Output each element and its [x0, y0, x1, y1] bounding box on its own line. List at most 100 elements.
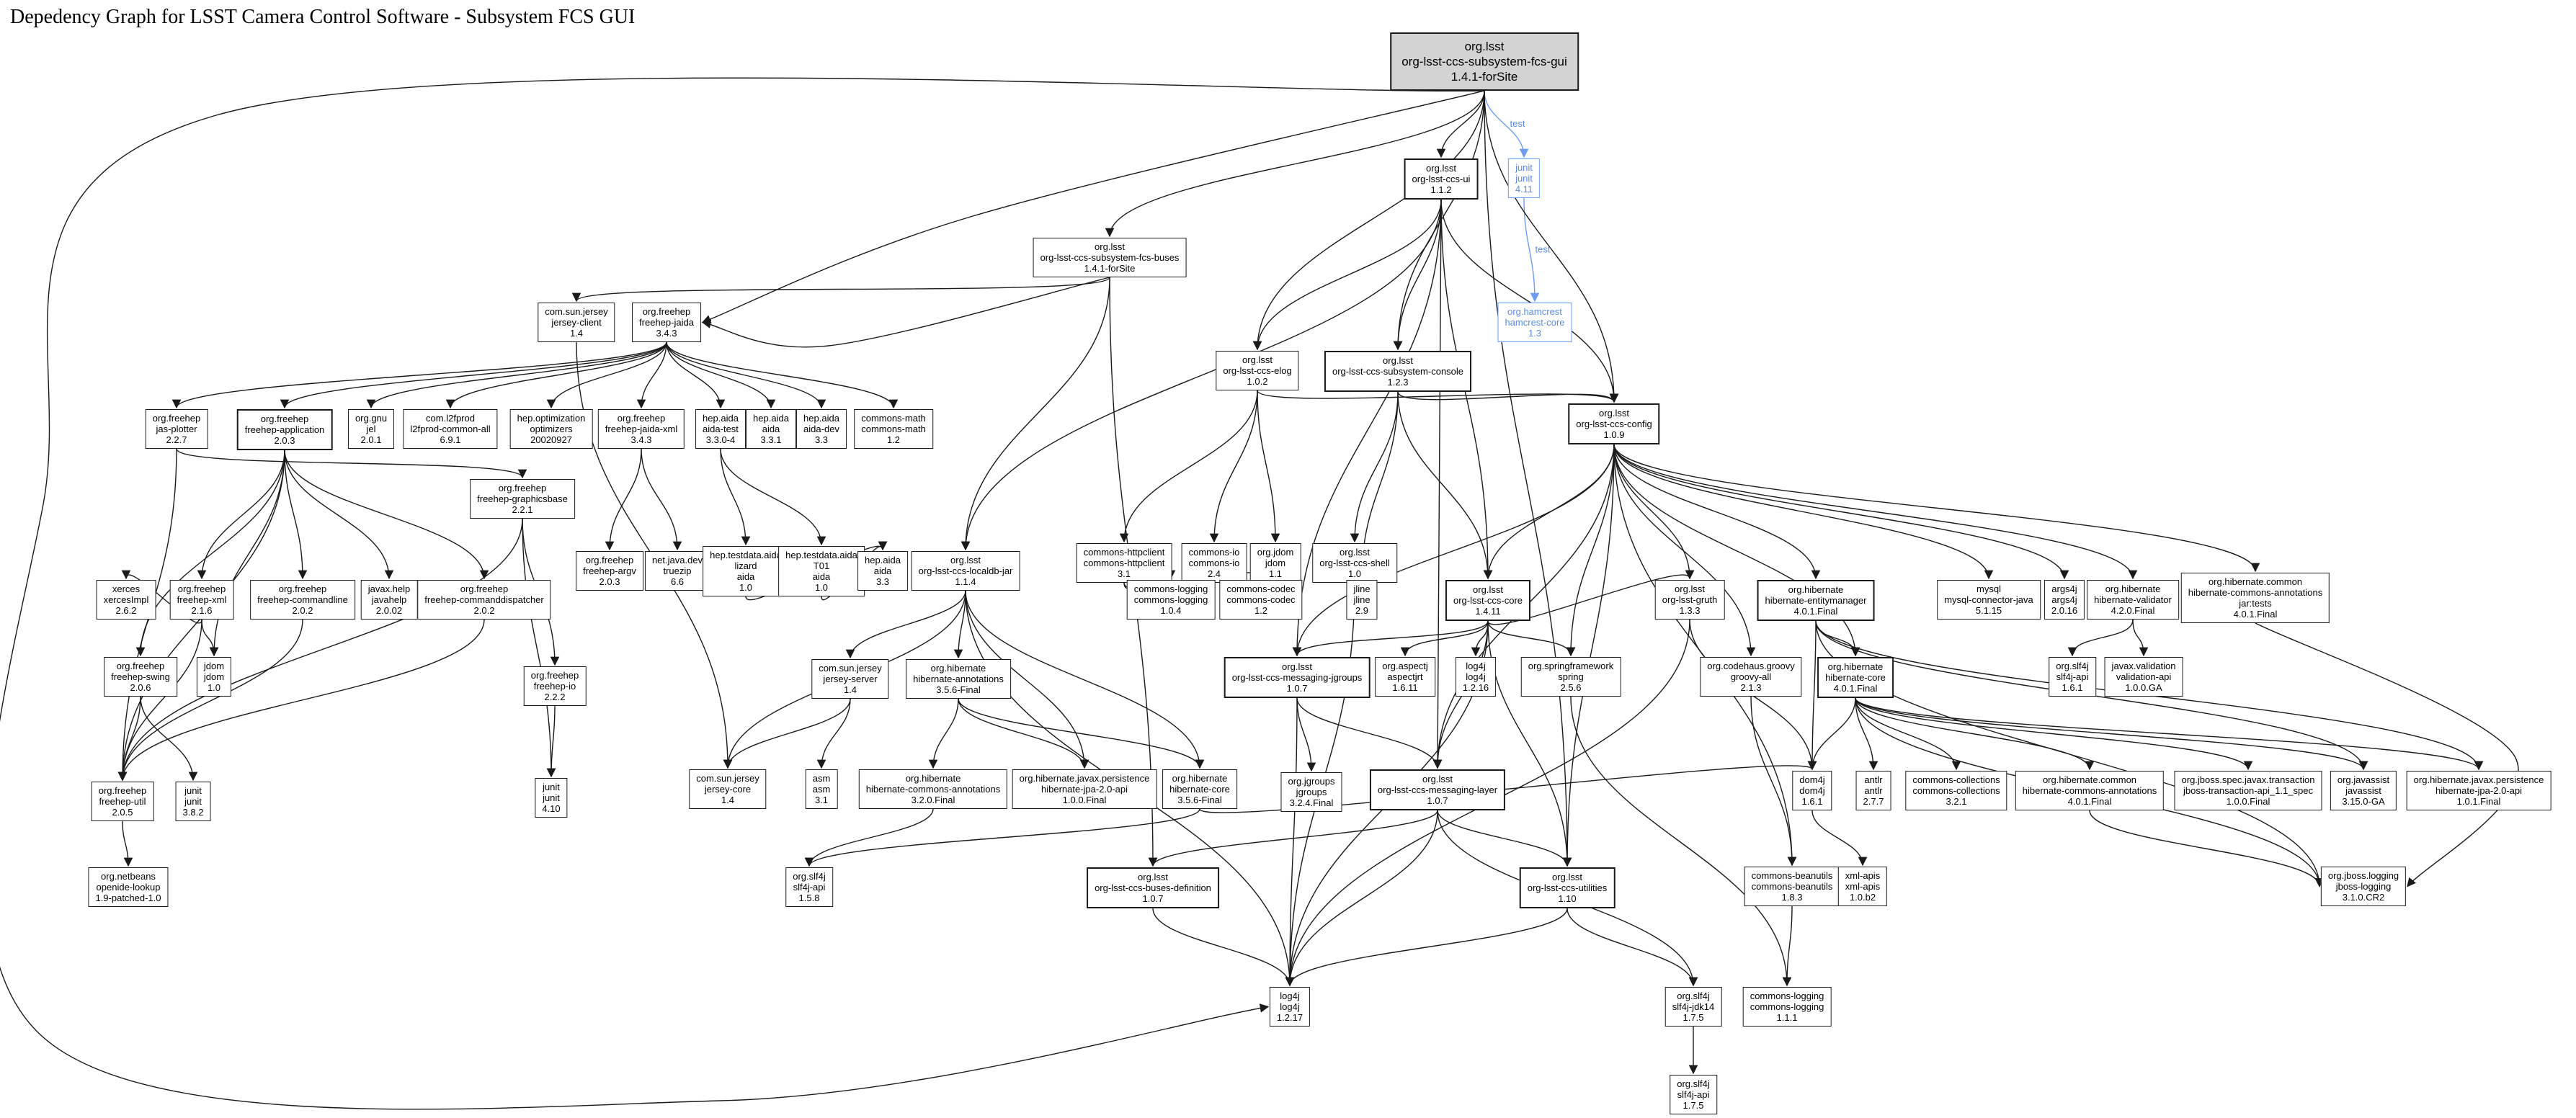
node-label-line: commons-codec	[1226, 583, 1296, 594]
node-label-line: 4.11	[1515, 184, 1533, 194]
node-label-line: org.hibernate	[1172, 773, 1228, 784]
edge-config-args4j	[1613, 444, 2069, 580]
graph-node-aida331: hep.aida aida 3.3.1	[746, 409, 796, 449]
node-label-line: org.lsst	[1464, 40, 1505, 53]
node-label-line: org.slf4j	[1677, 990, 1710, 1001]
node-label-line: org.hibernate	[905, 773, 961, 784]
node-label-line: junit	[543, 792, 560, 803]
node-label-line: 1.1	[1268, 568, 1283, 579]
node-label-line: 5.1.15	[1975, 605, 2002, 616]
graph-node-spring: org.springframework spring 2.5.6	[1520, 657, 1621, 697]
node-label-line: xercesImpl	[103, 594, 149, 605]
edge-jserver-jcore	[723, 698, 851, 769]
edge-fxml-futil	[117, 619, 202, 782]
edge-hcajt-jbosslog	[2255, 622, 2519, 887]
node-label-line: 1.6.1	[1801, 796, 1823, 807]
node-label-line: org.lsst	[1473, 584, 1503, 595]
node-label-line: commons-math	[861, 413, 926, 424]
edge-fapp-fswing	[135, 450, 285, 657]
node-label-line: 1.4.11	[1475, 606, 1501, 617]
node-label-line: aida	[736, 571, 755, 582]
edge-spring-clog111	[1570, 696, 1792, 987]
node-label-line: 1.0.b2	[1849, 892, 1876, 903]
node-label-line: mysql	[1976, 583, 2001, 594]
node-label-line: org.lsst	[1426, 163, 1456, 174]
node-label-line: net.java.dev	[651, 555, 703, 565]
edge-root-junit411	[1484, 90, 1529, 158]
edge-utilities-slf4jjdk14	[1566, 908, 1698, 987]
node-label-line: org.lsst	[1282, 661, 1312, 672]
edge-entmgr-hcore401	[1815, 620, 1860, 657]
node-label-line: 2.7.7	[1863, 796, 1884, 807]
node-label-line: T01	[813, 560, 830, 571]
edge-aidatest-t01	[720, 448, 826, 546]
node-label-line: log4j	[1280, 990, 1300, 1001]
node-label-line: org.hibernate	[1827, 661, 1884, 672]
graph-node-jpa101: org.hibernate.javax.persistence hibernate…	[2406, 771, 2552, 810]
graph-node-fapp: org.freehep freehep-application 2.0.3	[236, 409, 333, 450]
graph-node-junit411: junit junit 4.11	[1507, 158, 1541, 198]
node-label-line: 6.6	[670, 576, 685, 587]
graph-node-openide: org.netbeans openide-lookup 1.9-patched-1.…	[88, 867, 169, 907]
node-label-line: hibernate-commons-annotations	[2022, 785, 2157, 796]
node-label-line: 1.7.5	[1683, 1100, 1704, 1111]
node-label-line: hep.aida	[803, 413, 839, 424]
node-label-line: org-lsst-ccs-messaging-layer	[1377, 784, 1498, 795]
node-label-line: aida-test	[703, 424, 739, 434]
node-label-line: 3.1	[814, 795, 829, 805]
node-label-line: commons-httpclient	[1083, 558, 1165, 568]
graph-node-hcajt: org.hibernate.common hibernate-commons-an…	[2180, 573, 2330, 623]
graph-node-gruth: org.lsst org-lsst-gruth 1.3.3	[1654, 580, 1725, 620]
node-label-line: 1.0	[739, 582, 753, 593]
edge-jaida-jaidaxml	[636, 341, 667, 409]
node-label-line: hibernate-annotations	[913, 674, 1004, 684]
node-label-line: dom4j	[1799, 785, 1825, 796]
node-label-line: 1.4.1-forSite	[1450, 70, 1518, 84]
graph-node-msgjg: org.lsst org-lsst-ccs-messaging-jgroups 1.…	[1224, 657, 1371, 698]
edge-jas-gbase	[176, 448, 527, 479]
edge-hca401-jbosslog	[2089, 810, 2325, 887]
edge-fswing-junit382	[140, 696, 198, 782]
graph-node-slf4j175: org.slf4j slf4j-api 1.7.5	[1670, 1075, 1717, 1114]
node-label-line: aida-dev	[803, 424, 839, 434]
node-label-line: freehep-argv	[583, 565, 636, 576]
node-label-line: hibernate-core	[1169, 784, 1230, 795]
node-label-line: freehep-xml	[177, 594, 227, 605]
edge-ui-msglayer	[1432, 199, 1443, 769]
node-label-line: aida	[812, 571, 831, 582]
graph-node-hca401: org.hibernate.common hibernate-commons-an…	[2015, 771, 2165, 810]
graph-node-jaidaxml: org.freehep freehep-jaida-xml 3.4.3	[597, 409, 685, 449]
edge-root-log4j217	[0, 77, 1485, 1110]
node-label-line: l2fprod-common-all	[410, 424, 491, 434]
edge-localdb-hcore356	[965, 590, 1205, 769]
node-label-line: junit	[184, 796, 202, 807]
edge-hcore401-hca401	[1855, 697, 2095, 771]
edge-fapp-jdom10	[209, 450, 285, 657]
graph-node-valapi: javax.validation validation-api 1.0.0.GA	[2104, 657, 2183, 697]
node-label-line: org.lsst	[1552, 872, 1582, 882]
edge-hcore401-antlr	[1855, 697, 1878, 771]
node-label-line: freehep-jaida-xml	[605, 424, 678, 434]
graph-node-truezip: net.java.dev truezip 6.6	[644, 551, 710, 591]
node-label-line: 4.0.1.Final	[1793, 606, 1838, 617]
node-label-line: org.lsst	[1383, 355, 1413, 366]
graph-node-clog111: commons-logging commons-logging 1.1.1	[1742, 987, 1832, 1027]
node-label-line: 4.10	[542, 803, 561, 814]
node-label-line: org-lsst-ccs-subsystem-fcs-buses	[1040, 252, 1180, 263]
node-label-line: 2.2.1	[512, 504, 533, 515]
node-label-line: freehep-application	[244, 424, 325, 435]
graph-node-ccodec: commons-codec commons-codec 1.2	[1219, 580, 1303, 620]
edge-futil-openide	[122, 820, 133, 867]
edge-fcmddisp-futil	[117, 619, 485, 782]
graph-node-log4j217: log4j log4j 1.2.17	[1269, 987, 1311, 1027]
node-label-line: jdom	[203, 661, 225, 671]
node-label-line: org.hibernate.common	[2208, 576, 2303, 587]
edge-fswing-futil	[117, 696, 141, 782]
node-label-line: org.hibernate.javax.persistence	[2413, 774, 2544, 785]
node-label-line: 2.0.3	[274, 435, 295, 446]
graph-node-buses: org.lsst org-lsst-ccs-subsystem-fcs-buses…	[1033, 238, 1187, 277]
node-label-line: freehep-swing	[111, 671, 170, 682]
graph-node-jline: jline jline 2.9	[1346, 580, 1378, 620]
node-label-line: 1.3.3	[1679, 605, 1701, 616]
graph-node-clog104: commons-logging commons-logging 1.0.4	[1126, 580, 1216, 620]
